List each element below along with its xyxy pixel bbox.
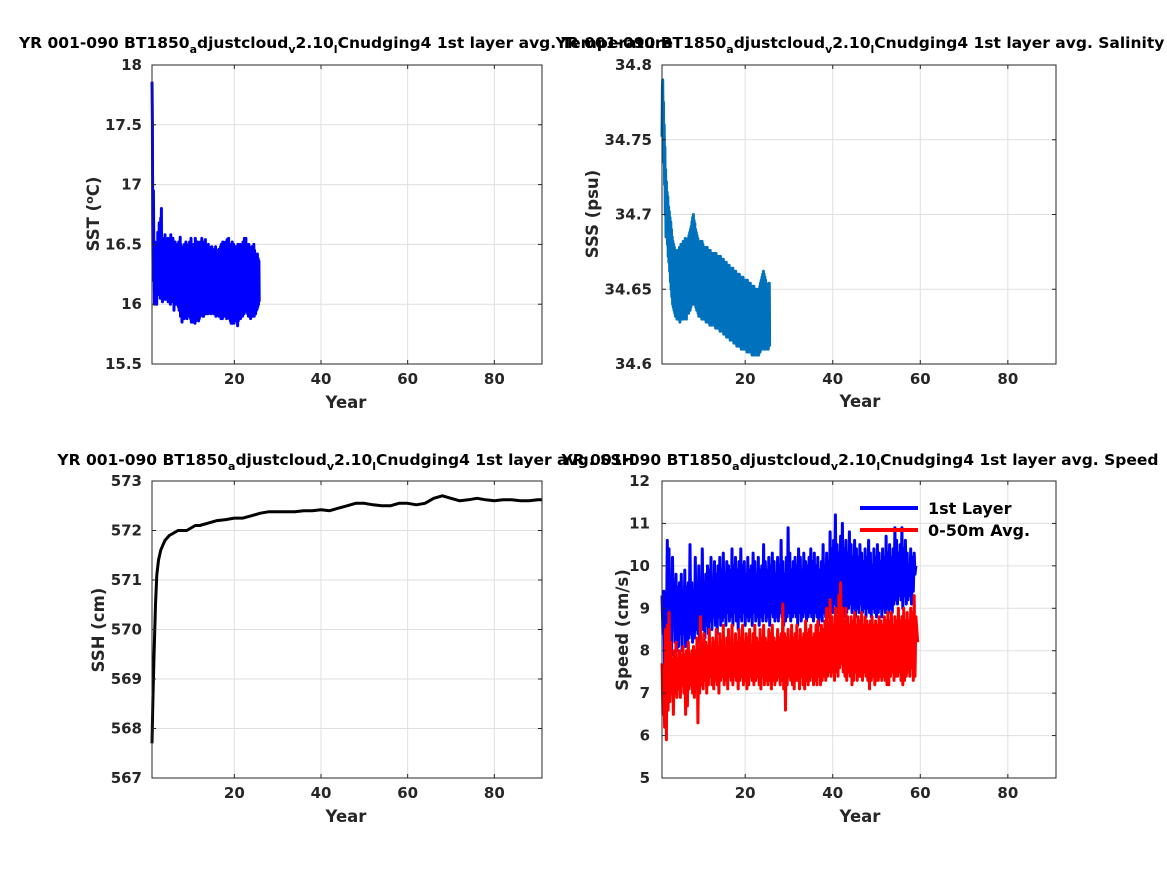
speed-x-tick-label: 80 (997, 784, 1018, 802)
sss-y-tick-label: 34.8 (615, 56, 652, 74)
sss-y-tick-label: 34.7 (615, 206, 652, 224)
sst-x-tick-label: 80 (484, 370, 505, 388)
sst-x-axis-label: Year (325, 393, 368, 412)
ssh-plot-area: 20 40 60 80 567 568 569 570 571 572 573 (111, 472, 543, 802)
sss-y-axis-label: SSS (psu) (583, 170, 602, 258)
speed-y-tick-label: 10 (629, 557, 650, 575)
ssh-x-tick-label: 60 (397, 784, 418, 802)
sst-y-tick-label: 17.5 (105, 116, 142, 134)
speed-title: YR 001-090 BT1850adjustcloudv2.10lCnudgi… (561, 451, 1159, 473)
ssh-y-tick-label: 570 (111, 621, 142, 639)
sst-y-tick-label: 16.5 (105, 235, 142, 253)
sss-x-axis-label: Year (839, 392, 882, 411)
sst-plot-area: 20 40 60 80 15.5 16 16.5 17 17.5 18 (105, 56, 543, 388)
speed-y-tick-label: 11 (629, 514, 650, 532)
sst-y-tick-label: 16 (121, 295, 142, 313)
sss-x-tick-label: 20 (735, 370, 756, 388)
sst-axes-frame (151, 64, 543, 365)
sst-y-tick-label: 18 (121, 56, 142, 74)
speed-x-axis-label: Year (839, 807, 882, 826)
ssh-title: YR 001-090 BT1850adjustcloudv2.10lCnudgi… (56, 451, 634, 473)
sst-y-axis-label: SST (oC) (83, 177, 103, 252)
sst-title: YR 001-090 BT1850adjustcloudv2.10lCnudgi… (18, 34, 673, 56)
legend-label-1st-layer: 1st Layer (928, 499, 1012, 518)
ssh-y-tick-label: 567 (111, 769, 142, 787)
speed-panel: 20 40 60 80 5 6 7 8 9 10 11 12 YR 001-090 BT1850adj… (561, 451, 1159, 826)
ssh-panel: 20 40 60 80 567 568 569 570 571 572 573 YR 001-090… (56, 451, 634, 826)
sst-y-tick-label: 15.5 (105, 355, 142, 373)
speed-x-tick-label: 60 (910, 784, 931, 802)
ssh-y-tick-label: 573 (111, 472, 142, 490)
speed-y-tick-label: 12 (629, 472, 650, 490)
speed-x-tick-label: 40 (822, 784, 843, 802)
sss-x-tick-label: 80 (997, 370, 1018, 388)
speed-y-axis-label: Speed (cm/s) (613, 569, 632, 691)
speed-x-tick-label: 20 (735, 784, 756, 802)
sst-x-tick-label: 60 (397, 370, 418, 388)
sss-plot-area: 20 40 60 80 34.6 34.65 34.7 34.75 34.8 (605, 56, 1057, 388)
sss-panel: 20 40 60 80 34.6 34.65 34.7 34.75 34.8 YR 001-09… (555, 34, 1165, 411)
ssh-x-tick-label: 40 (311, 784, 332, 802)
sss-y-tick-label: 34.6 (615, 355, 652, 373)
speed-y-tick-label: 5 (640, 769, 650, 787)
sss-y-tick-label: 34.75 (605, 131, 652, 149)
ssh-y-tick-label: 571 (111, 571, 142, 589)
sst-panel: 20 40 60 80 15.5 16 16.5 17 17.5 18 YR 001-090 BT… (18, 34, 673, 412)
sss-x-tick-label: 40 (822, 370, 843, 388)
speed-series-2-line (660, 581, 920, 742)
ssh-y-tick-label: 569 (111, 670, 142, 688)
speed-y-tick-label: 6 (640, 727, 650, 745)
ssh-y-tick-label: 572 (111, 522, 142, 540)
ssh-series-1-line (150, 494, 542, 744)
sss-y-tick-label: 34.65 (605, 280, 652, 298)
sss-title: YR 001-090 BT1850adjustcloudv2.10lCnudgi… (555, 34, 1165, 56)
speed-y-tick-label: 9 (640, 599, 650, 617)
sst-plot-background (152, 65, 542, 364)
ssh-x-axis-label: Year (325, 807, 368, 826)
speed-y-tick-label: 7 (640, 684, 650, 702)
speed-y-tick-label: 8 (640, 642, 650, 660)
sss-x-tick-label: 60 (910, 370, 931, 388)
sst-series-1-line (150, 81, 261, 328)
ssh-y-axis-label: SSH (cm) (89, 588, 108, 673)
ssh-y-tick-label: 568 (111, 720, 142, 738)
speed-series-1-line (660, 513, 918, 670)
sss-series-1-line (660, 78, 772, 357)
legend-label-0-50m-avg: 0-50m Avg. (928, 521, 1030, 540)
sst-x-tick-label: 40 (311, 370, 332, 388)
speed-axes-frame (661, 480, 1057, 779)
sst-y-tick-label: 17 (121, 176, 142, 194)
sst-x-tick-label: 20 (224, 370, 245, 388)
ssh-x-tick-label: 80 (484, 784, 505, 802)
ssh-x-tick-label: 20 (224, 784, 245, 802)
speed-plot-area: 20 40 60 80 5 6 7 8 9 10 11 12 (629, 472, 1057, 802)
speed-legend: 1st Layer 0-50m Avg. (860, 499, 1030, 540)
